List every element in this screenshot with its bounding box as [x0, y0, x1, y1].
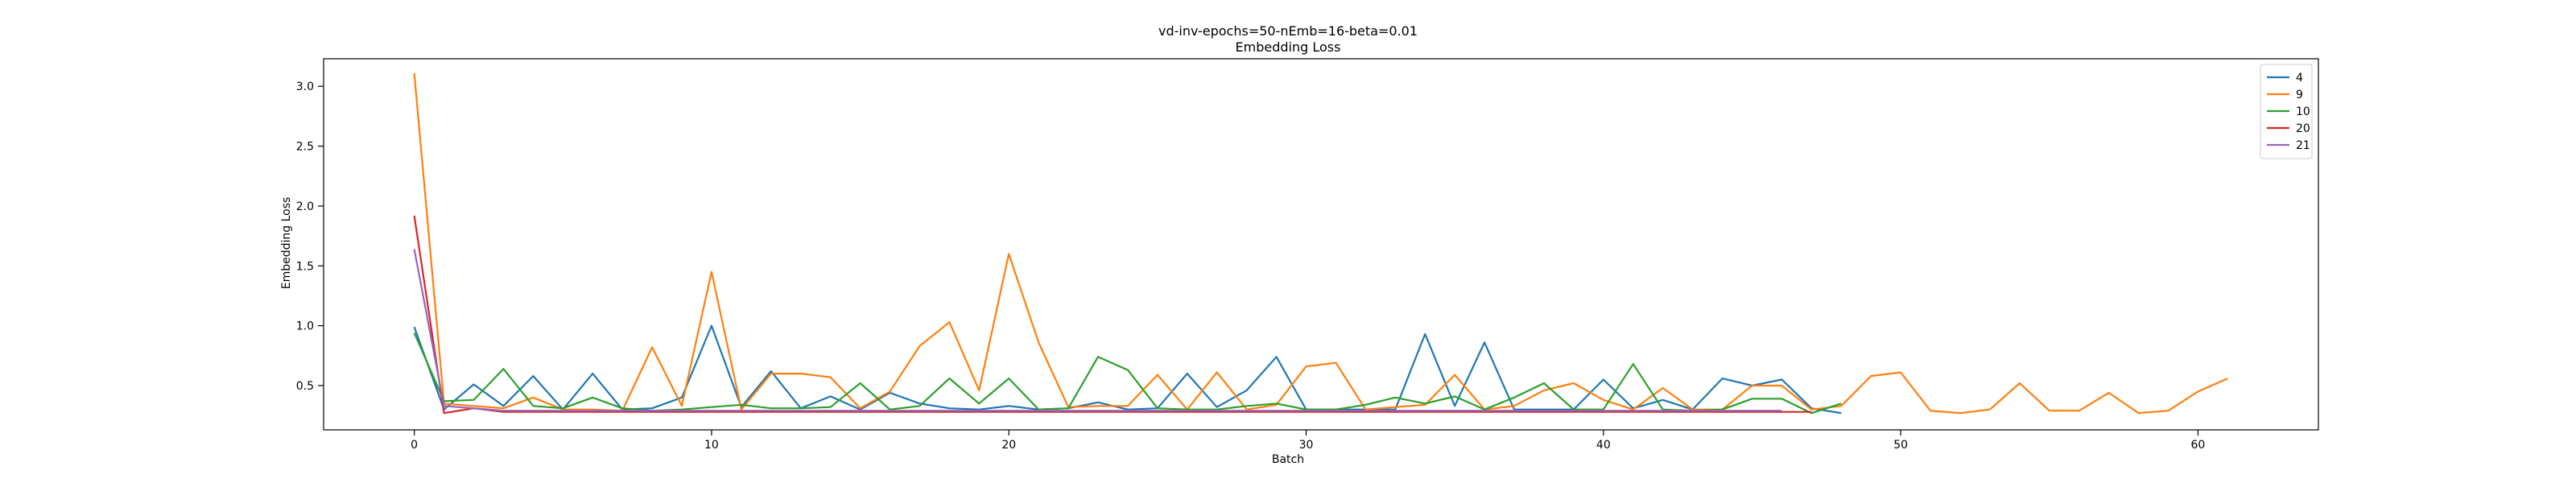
y-tick-label: 2.5 — [296, 141, 314, 154]
axes: 0 10 20 30 40 50 60 0.5 1.0 1.5 2.0 2.5 3.0 — [296, 58, 2319, 452]
x-axis-label: Batch — [1272, 453, 1304, 466]
y-tick-label: 1.5 — [296, 260, 314, 273]
chart-title: vd-inv-epochs=50-nEmb=16-beta=0.01 — [1158, 23, 1418, 39]
series-line-21 — [413, 249, 1782, 412]
series-line-4 — [413, 324, 1842, 415]
x-tick-label: 0 — [411, 439, 418, 452]
series-line-10 — [413, 332, 1842, 415]
series-line-9 — [413, 72, 2228, 415]
x-tick-label: 30 — [1299, 439, 1314, 452]
legend-label: 4 — [2296, 72, 2303, 85]
axes-frame — [323, 58, 2319, 431]
legend-label: 21 — [2296, 139, 2310, 152]
plot-area — [413, 72, 2228, 415]
y-tick-label: 1.0 — [296, 320, 314, 333]
x-tick-label: 10 — [704, 439, 719, 452]
legend-label: 10 — [2296, 105, 2310, 118]
legend-label: 20 — [2296, 122, 2310, 135]
series-line-20 — [413, 215, 1812, 415]
y-tick-label: 0.5 — [296, 380, 314, 393]
chart-subtitle: Embedding Loss — [1236, 39, 1341, 55]
legend-label: 9 — [2296, 89, 2303, 101]
y-tick-label: 3.0 — [296, 80, 314, 93]
x-tick-label: 20 — [1001, 439, 1016, 452]
x-tick-label: 50 — [1893, 439, 1908, 452]
x-tick-label: 40 — [1596, 439, 1611, 452]
y-tick-label: 2.0 — [296, 200, 314, 213]
x-tick-label: 60 — [2191, 439, 2206, 452]
y-axis-label: Embedding Loss — [280, 197, 293, 290]
legend: 4 9 10 20 21 — [2260, 64, 2313, 159]
